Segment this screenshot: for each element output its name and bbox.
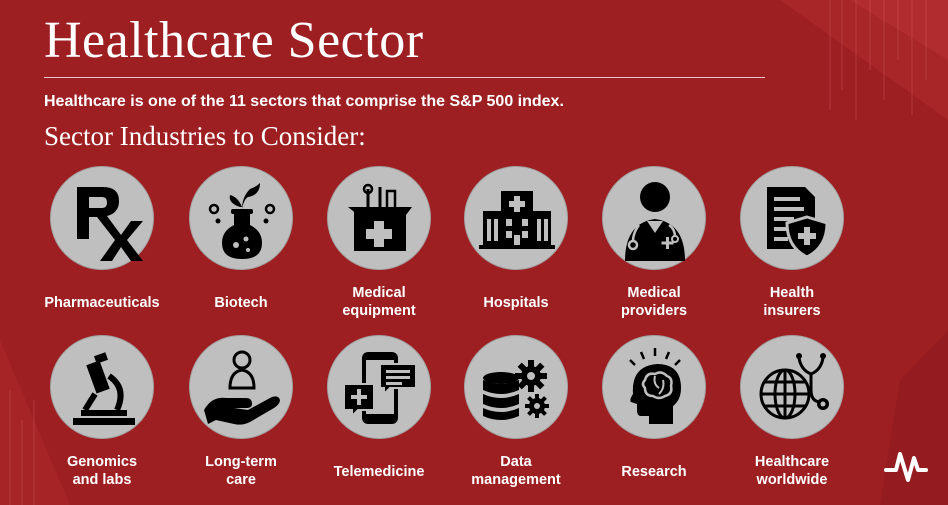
industry-label: Genomics (66, 454, 138, 470)
rx-icon (77, 187, 143, 261)
industry-label: Medical (627, 285, 681, 301)
industry-label: Medical (352, 285, 406, 301)
page-title: Healthcare Sector (44, 12, 424, 69)
globe-stethoscope-icon (759, 353, 829, 420)
industry-label: Data (500, 454, 532, 470)
industry-label: Pharmaceuticals (44, 295, 160, 311)
industry-label: and labs (72, 472, 132, 488)
industry-label: Telemedicine (333, 464, 425, 480)
industry-label: Research (621, 464, 687, 480)
industry-label: management (471, 472, 561, 488)
industry-label: Health (769, 285, 815, 301)
section-heading: Sector Industries to Consider: (44, 121, 366, 151)
industry-label: care (226, 472, 256, 488)
doctor-icon (625, 182, 685, 261)
phone-chat-icon (343, 352, 417, 424)
industry-label: insurers (763, 303, 821, 319)
caring-hand-icon (204, 350, 280, 425)
head-brain-icon (629, 348, 681, 424)
medical-kit-icon (348, 183, 412, 251)
industry-label: Hospitals (483, 295, 549, 311)
title-divider (44, 77, 765, 78)
insurance-document-shield-icon (767, 187, 829, 259)
microscope-icon (73, 352, 135, 425)
industry-label: worldwide (756, 472, 828, 488)
database-gear-icon (483, 360, 549, 420)
industry-label: Biotech (214, 295, 268, 311)
hospital-building-icon (479, 191, 555, 249)
marketbeat-logo-icon (884, 452, 928, 482)
industry-label: equipment (342, 303, 416, 319)
subtitle: Healthcare is one of the 11 sectors that… (44, 93, 564, 110)
industry-label: providers (620, 303, 688, 319)
flask-plant-icon (208, 183, 276, 259)
industry-label: Healthcare (754, 454, 830, 470)
industry-label: Long-term (205, 454, 277, 470)
